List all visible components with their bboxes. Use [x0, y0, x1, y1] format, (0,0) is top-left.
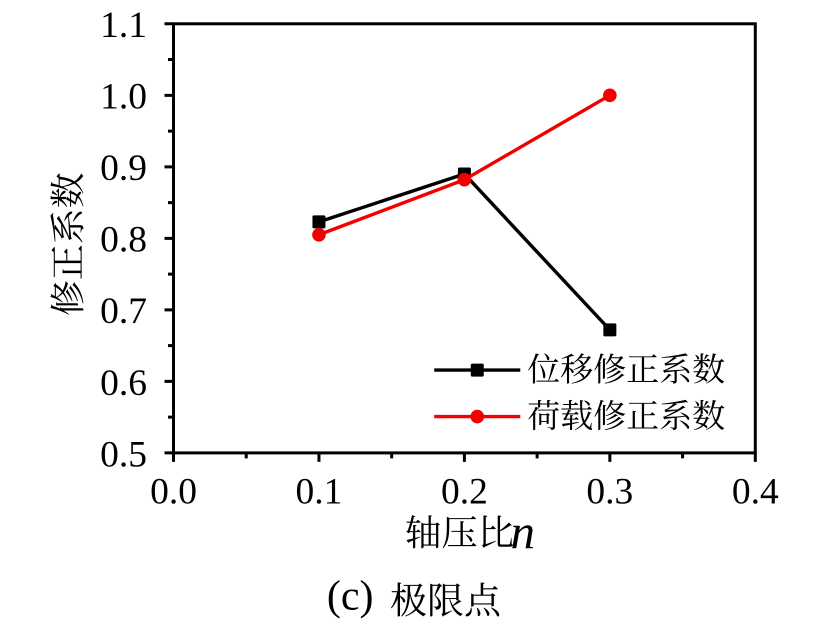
svg-text:0.6: 0.6	[100, 363, 147, 404]
svg-text:0.4: 0.4	[732, 471, 779, 512]
svg-text:0.9: 0.9	[100, 148, 147, 189]
svg-text:(c): (c)	[327, 573, 374, 619]
svg-text:n: n	[511, 504, 536, 559]
svg-text:0.7: 0.7	[100, 291, 147, 332]
svg-text:0.0: 0.0	[150, 471, 197, 512]
svg-text:0.1: 0.1	[296, 471, 343, 512]
svg-text:0.5: 0.5	[100, 434, 147, 475]
svg-text:0.3: 0.3	[586, 471, 633, 512]
svg-text:1.1: 1.1	[100, 5, 147, 46]
svg-text:0.2: 0.2	[441, 471, 488, 512]
svg-text:1.0: 1.0	[100, 77, 147, 118]
svg-text:0.8: 0.8	[100, 220, 147, 261]
